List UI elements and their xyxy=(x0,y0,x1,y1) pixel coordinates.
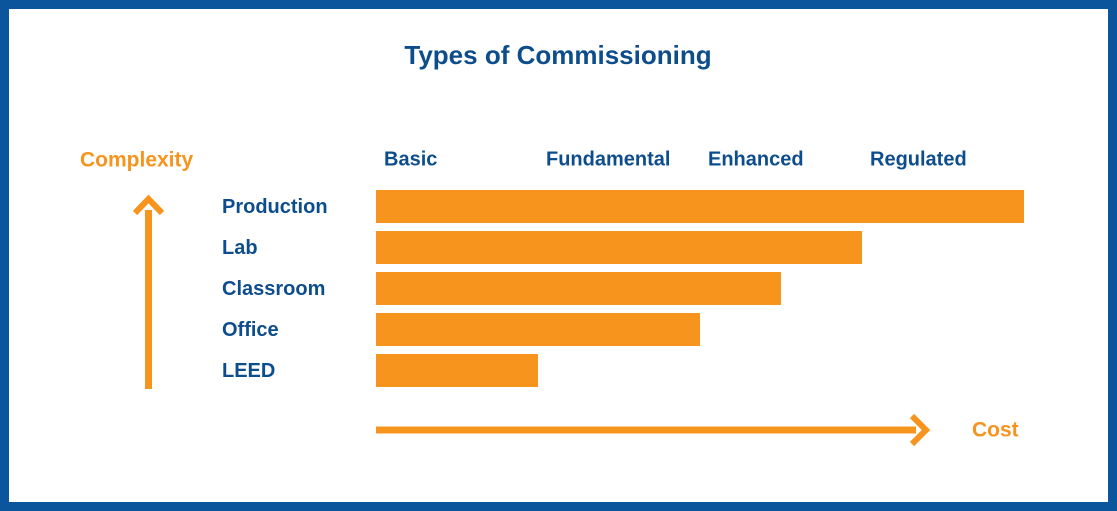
x-tick-label: Basic xyxy=(384,148,437,170)
x-axis-label: Cost xyxy=(972,419,1019,442)
y-tick-label: Classroom xyxy=(222,278,325,300)
bar xyxy=(376,354,538,387)
x-tick-label: Regulated xyxy=(870,148,967,170)
x-tick-label: Enhanced xyxy=(708,148,804,170)
y-tick-label: LEED xyxy=(222,360,275,382)
y-axis-label: Complexity xyxy=(80,149,194,172)
bar xyxy=(376,313,700,346)
y-tick-label: Office xyxy=(222,319,279,341)
complexity-arrow xyxy=(132,194,165,389)
bar xyxy=(376,272,781,305)
x-tick-label: Fundamental xyxy=(546,148,670,170)
bar xyxy=(376,231,862,264)
chart-title: Types of Commissioning xyxy=(404,40,711,70)
bar xyxy=(376,190,1024,223)
y-tick-label: Production xyxy=(222,196,328,218)
y-tick-label: Lab xyxy=(222,237,258,259)
cost-arrow xyxy=(376,413,931,447)
